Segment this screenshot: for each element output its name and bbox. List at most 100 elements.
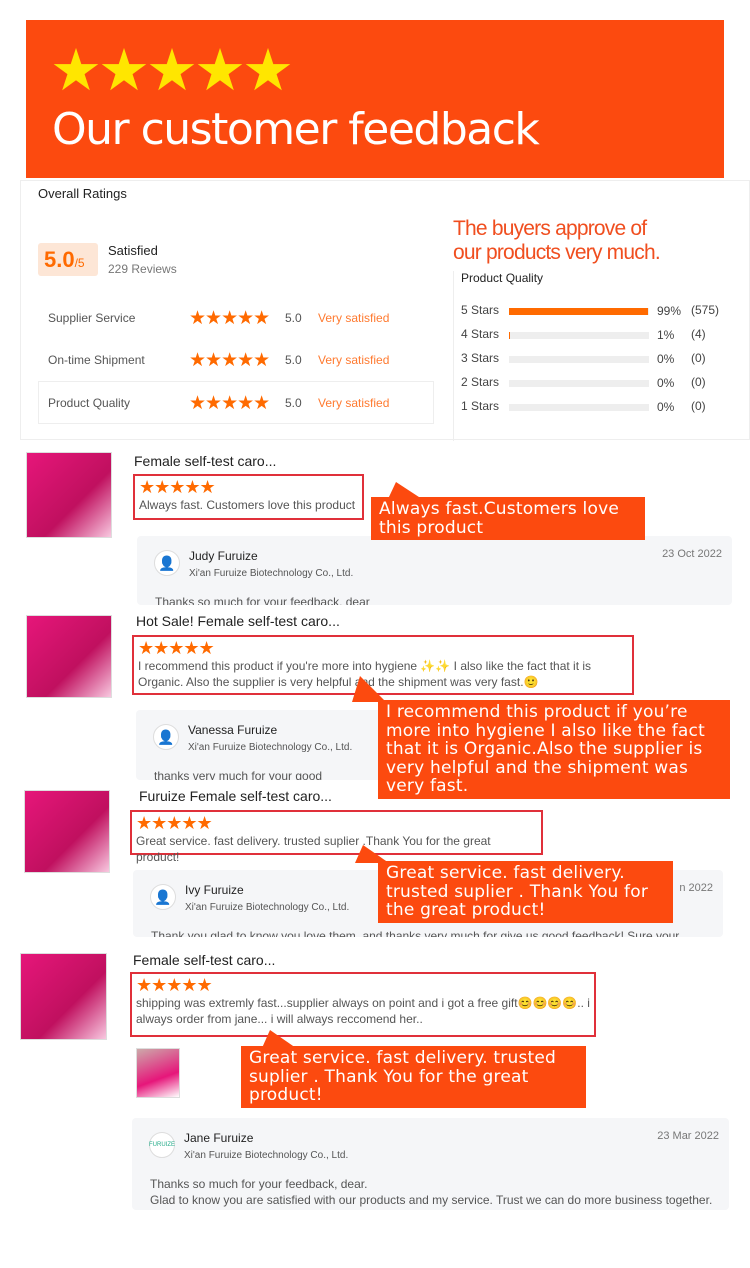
reply-name: Vanessa Furuize [188, 723, 278, 737]
category-name: Product Quality [48, 396, 131, 410]
overlay-line-1: The buyers approve of [453, 217, 647, 240]
distribution-percent: 1% [657, 328, 675, 342]
reply-text-line: thanks very much for your good [154, 769, 323, 780]
product-image[interactable] [26, 615, 112, 698]
score-badge: 5.0/5 [38, 243, 98, 276]
review-stars-icon: ★★★★★ [139, 477, 216, 497]
reply-name: Ivy Furuize [185, 883, 244, 897]
distribution-bar [509, 308, 649, 315]
reply-text-line: Thanks so much for your feedback, dear [155, 595, 370, 605]
overlay-caption: The buyers approve of our products very … [453, 217, 661, 265]
distribution-bar [509, 380, 649, 387]
divider [453, 271, 454, 441]
review-highlight: ★★★★★ shipping was extremly fast...suppl… [130, 972, 596, 1037]
distribution-percent: 0% [657, 400, 675, 414]
reply-company: Xi'an Furuize Biotechnology Co., Ltd. [188, 742, 353, 753]
distribution-label: 5 Stars [461, 303, 500, 317]
product-title[interactable]: Female self-test caro... [133, 952, 276, 968]
callout-caption: Great service. fast delivery. trusted su… [241, 1046, 586, 1108]
reply-name: Judy Furuize [189, 549, 258, 563]
review-highlight: ★★★★★ I recommend this product if you're… [132, 635, 634, 695]
banner-title: Our customer feedback [52, 104, 540, 155]
row-highlight [38, 381, 434, 424]
stars-icon: ★★★★★ [189, 308, 270, 329]
stars-icon: ★★★★★ [189, 393, 270, 414]
callout-pointer [352, 676, 386, 702]
product-title[interactable]: Female self-test caro... [134, 453, 277, 469]
supplier-reply: FURUIZE Jane Furuize Xi'an Furuize Biote… [132, 1118, 729, 1210]
review-count: 229 Reviews [108, 262, 177, 276]
distribution-bar [509, 404, 649, 411]
reply-text-line: Glad to know you are satisfied with our … [150, 1193, 713, 1207]
ratings-heading: Overall Ratings [38, 186, 127, 201]
overall-ratings-card: Overall Ratings 5.0/5 Satisfied 229 Revi… [20, 180, 750, 441]
reply-text: Thanks so much for your feedback, dear. … [150, 1176, 712, 1208]
category-verdict: Very satisfied [318, 396, 390, 410]
reply-text: Thanks so much for your feedback, dear [155, 594, 370, 605]
distribution-label: 2 Stars [461, 375, 500, 389]
reply-text-line: Thank you glad to know you love them, an… [151, 929, 680, 937]
distribution-count: (0) [691, 399, 706, 413]
reply-text-line: Thanks so much for your feedback, dear. [150, 1177, 368, 1191]
product-image[interactable] [20, 953, 107, 1040]
supplier-reply: 👤 Judy Furuize Xi'an Furuize Biotechnolo… [137, 536, 732, 605]
reply-company: Xi'an Furuize Biotechnology Co., Ltd. [189, 568, 354, 579]
review-text: Great service. fast delivery. trusted su… [136, 834, 491, 864]
review-stars-icon: ★★★★★ [136, 813, 213, 833]
score-label: Satisfied [108, 243, 158, 258]
overlay-line-2: our products very much. [453, 241, 661, 264]
category-name: Supplier Service [48, 311, 136, 325]
distribution-label: 1 Stars [461, 399, 500, 413]
avatar: 👤 [150, 884, 176, 910]
furuize-logo: FURUIZE [149, 1142, 175, 1148]
review-highlight: ★★★★★ Always fast. Customers love this p… [133, 474, 364, 520]
score-out-of: /5 [74, 256, 85, 270]
distribution-title: Product Quality [461, 271, 544, 285]
avatar: 👤 [154, 550, 180, 576]
category-value: 5.0 [285, 396, 302, 410]
category-value: 5.0 [285, 311, 302, 325]
distribution-label: 3 Stars [461, 351, 500, 365]
review-text: Always fast. Customers love this product [139, 498, 356, 512]
distribution-percent: 0% [657, 376, 675, 390]
reply-name: Jane Furuize [184, 1131, 254, 1145]
distribution-count: (575) [691, 303, 720, 317]
review-stars-icon: ★★★★★ [136, 975, 213, 995]
callout-pointer [388, 482, 422, 499]
product-image[interactable] [26, 452, 112, 538]
category-verdict: Very satisfied [318, 311, 390, 325]
distribution-bar [509, 332, 649, 339]
review-text: shipping was extremly fast...supplier al… [136, 996, 590, 1026]
callout-pointer [262, 1030, 296, 1048]
five-star-icon: ★★★★★ [50, 38, 294, 103]
review-highlight: ★★★★★ Great service. fast delivery. trus… [130, 810, 543, 864]
callout-caption: I recommend this product if you’re more … [378, 700, 730, 799]
reply-date: n 2022 [679, 882, 713, 894]
review-text: I recommend this product if you're more … [138, 659, 592, 689]
product-title[interactable]: Furuize Female self-test caro... [139, 788, 332, 804]
product-image[interactable] [24, 790, 110, 873]
stars-icon: ★★★★★ [189, 350, 270, 371]
callout-caption: Always fast.Customers love this product [371, 497, 645, 540]
reply-company: Xi'an Furuize Biotechnology Co., Ltd. [184, 1150, 349, 1161]
avatar: 👤 [153, 724, 179, 750]
distribution-percent: 0% [657, 352, 675, 366]
reply-company: Xi'an Furuize Biotechnology Co., Ltd. [185, 902, 350, 913]
distribution-count: (0) [691, 351, 706, 365]
distribution-count: (4) [691, 327, 706, 341]
category-verdict: Very satisfied [318, 353, 390, 367]
header-banner: ★★★★★ Our customer feedback [26, 20, 724, 178]
reply-date: 23 Oct 2022 [662, 548, 722, 560]
review-photo[interactable] [136, 1048, 180, 1098]
reply-text: Thank you glad to know you love them, an… [151, 928, 679, 937]
distribution-count: (0) [691, 375, 706, 389]
review-stars-icon: ★★★★★ [138, 638, 215, 658]
distribution-bar [509, 356, 649, 363]
distribution-label: 4 Stars [461, 327, 500, 341]
reply-date: 23 Mar 2022 [657, 1130, 719, 1142]
product-title[interactable]: Hot Sale! Female self-test caro... [136, 613, 340, 629]
category-name: On-time Shipment [48, 353, 145, 367]
score-value: 5.0 [44, 247, 75, 272]
callout-caption: Great service. fast delivery. trusted su… [378, 861, 673, 923]
callout-pointer [355, 845, 389, 863]
